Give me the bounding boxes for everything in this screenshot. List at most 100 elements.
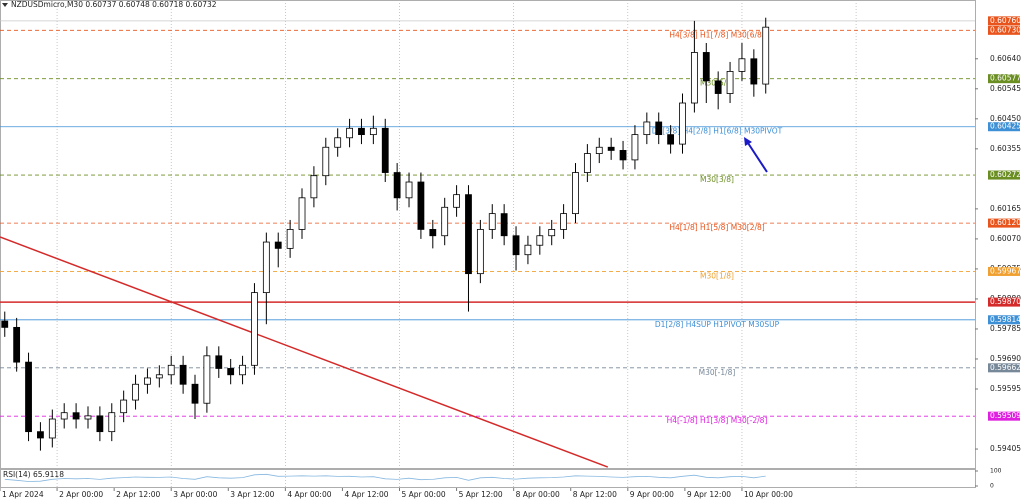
y-tick-label: 0.60165 — [990, 204, 1021, 213]
level-label: D1[3/8] H4[2/8] H1[6/8] M30PIVOT — [652, 127, 783, 136]
candle-body — [429, 229, 437, 237]
candle-body — [13, 326, 21, 363]
level-label: M30[3/8] — [700, 175, 734, 184]
candle-body — [310, 175, 318, 199]
candle-body — [179, 364, 187, 385]
candle-body — [191, 383, 199, 404]
candle-body — [631, 134, 639, 161]
candle-body — [476, 229, 484, 275]
x-tick-label: 1 Apr 2024 — [2, 490, 44, 499]
candle-body — [298, 197, 306, 230]
price-label-box — [988, 25, 1020, 35]
candle-body — [536, 235, 544, 246]
price-label: 0.60760 — [990, 16, 1021, 25]
candle-body — [702, 52, 710, 82]
candle-body — [48, 418, 56, 439]
candle-body — [132, 383, 139, 401]
candle-body — [60, 412, 68, 420]
candle-body — [667, 134, 675, 145]
candle-body — [393, 172, 401, 199]
price-label-box — [988, 16, 1020, 26]
price-label: 0.59967 — [990, 266, 1021, 275]
candle-body — [155, 374, 163, 379]
candle-body — [108, 412, 116, 433]
level-label: M30[-1/8] — [699, 368, 736, 377]
x-tick-label: 10 Apr 00:00 — [744, 490, 793, 499]
candle-body — [441, 206, 449, 237]
candle-body — [726, 71, 734, 94]
candle-body — [655, 121, 663, 136]
candle-body — [274, 241, 282, 249]
candle-body — [322, 146, 330, 177]
price-label: 0.59814 — [990, 315, 1021, 324]
level-label: H4[3/8] H1[7/8] M30[6/8] — [669, 30, 764, 39]
candle-body — [120, 399, 128, 414]
candle-body — [619, 150, 627, 161]
rsi-tick-label: 0 — [990, 483, 994, 490]
candle-body — [548, 229, 556, 237]
candle-body — [334, 137, 342, 148]
candle-body — [690, 52, 698, 104]
arrow-head — [744, 137, 752, 146]
candle-body — [25, 361, 32, 433]
candle-body — [203, 355, 211, 404]
rsi-label: RSI(14) 65.9118 — [3, 470, 64, 479]
candle-body — [239, 364, 246, 376]
candle-body — [762, 26, 770, 85]
x-tick-label: 5 Apr 00:00 — [402, 490, 446, 499]
rsi-panel — [0, 469, 976, 488]
candle-body — [643, 121, 651, 136]
x-tick-label: 8 Apr 00:00 — [516, 490, 560, 499]
x-tick-label: 5 Apr 12:00 — [459, 490, 503, 499]
price-label-box — [988, 411, 1020, 421]
rsi-line — [4, 473, 766, 482]
candle-body — [381, 127, 389, 173]
candle-body — [488, 213, 496, 230]
price-label-box — [988, 363, 1020, 373]
frame — [0, 0, 976, 488]
candle-body — [750, 58, 758, 85]
candle-body — [144, 377, 151, 385]
candle-body — [215, 355, 223, 369]
y-tick-label: 0.60070 — [990, 234, 1021, 243]
menu-triangle — [2, 3, 8, 7]
x-tick-label: 3 Apr 00:00 — [173, 490, 217, 499]
y-tick-label: 0.60355 — [990, 144, 1021, 153]
level-label: H4[1/8] H1[5/8] M30[2/8] — [669, 223, 764, 232]
candle-body — [572, 172, 579, 215]
candle-body — [560, 213, 567, 230]
candle-body — [405, 181, 413, 199]
price-label: 0.60272 — [990, 170, 1021, 179]
annotation-arrow — [744, 137, 768, 173]
level-label: H4[-1/8] H1[3/8] M30[-2/8] — [667, 416, 768, 425]
y-tick-label: 0.60450 — [990, 114, 1021, 123]
x-tick-label: 4 Apr 00:00 — [287, 490, 331, 499]
level-label: M30[1/8] — [700, 271, 734, 280]
candles — [1, 17, 770, 451]
grid — [56, 0, 857, 487]
price-label: 0.60425 — [990, 122, 1021, 131]
y-tick-label: 0.59405 — [990, 444, 1021, 453]
candle-body — [417, 181, 425, 230]
x-tick-label: 4 Apr 12:00 — [344, 490, 388, 499]
price-label: 0.59870 — [990, 297, 1021, 306]
y-tick-label: 0.59785 — [990, 324, 1021, 333]
candle-body — [679, 102, 686, 145]
candle-body — [346, 127, 353, 139]
candle-body — [167, 364, 175, 376]
candle-body — [524, 244, 532, 256]
candle-body — [465, 194, 472, 275]
candle-body — [500, 213, 508, 237]
price-label: 0.59662 — [990, 363, 1021, 372]
price-label-box — [988, 122, 1020, 132]
candle-body — [37, 431, 44, 439]
y-tick-label: 0.60640 — [990, 54, 1021, 63]
y-tick-label: 0.59690 — [990, 354, 1021, 363]
candle-body — [595, 146, 603, 154]
candle-body — [72, 412, 80, 420]
price-label: 0.60577 — [990, 74, 1021, 83]
y-tick-label: 0.60545 — [990, 84, 1021, 93]
candle-body — [512, 235, 520, 256]
candle-body — [453, 194, 460, 208]
